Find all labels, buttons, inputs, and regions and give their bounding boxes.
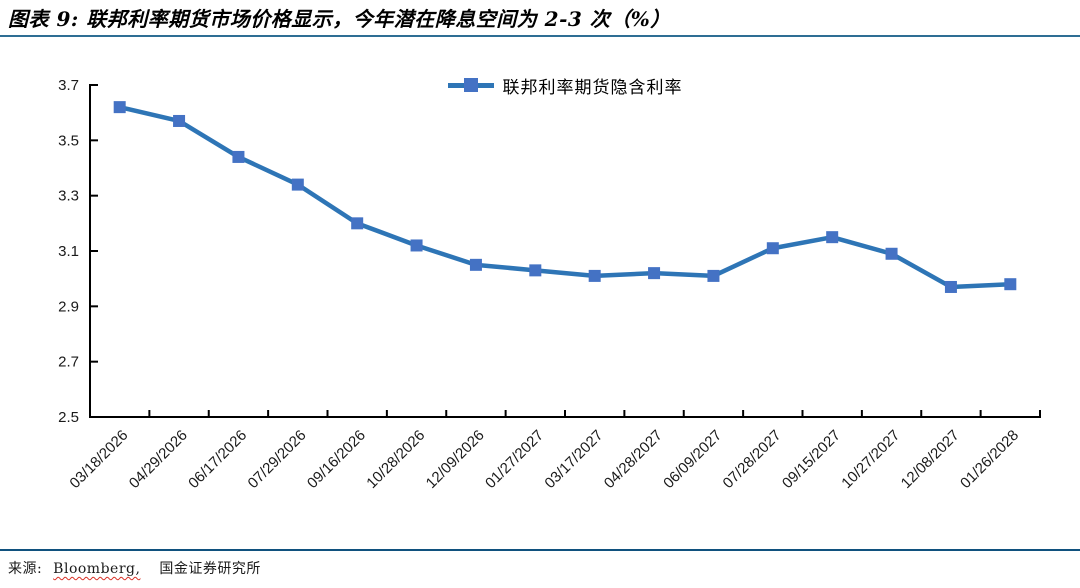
source-vendor: Bloomberg, — [53, 561, 141, 577]
data-point-marker — [1004, 278, 1017, 291]
chart-area: 2.5 2.7 2.9 3.1 3.3 3.5 3.7 03/18/2026 04/29/202… — [0, 60, 1080, 530]
data-point-marker — [588, 269, 601, 282]
data-point-marker — [826, 231, 839, 244]
source-institute: 国金证券研究所 — [159, 561, 261, 577]
y-axis-label: 3.7 — [58, 77, 79, 94]
source-prefix: 来源: — [8, 561, 43, 577]
y-axis-label: 2.7 — [58, 354, 79, 371]
legend-line-marker-icon — [447, 77, 494, 92]
data-point-marker — [648, 267, 661, 280]
title-divider — [0, 35, 1080, 37]
data-point-marker — [113, 101, 126, 114]
y-axis-label: 3.5 — [58, 132, 79, 149]
y-axis-label: 3.1 — [58, 243, 79, 260]
figure-title: 图表 9: 联邦利率期货市场价格显示，今年潜在降息空间为 2-3 次（%） — [8, 7, 671, 31]
x-axis-label: 06/17/2026 — [185, 427, 250, 492]
y-axis-label: 2.9 — [58, 298, 79, 315]
data-point-marker — [410, 239, 423, 252]
footer-divider — [0, 549, 1080, 551]
y-axis-label: 3.3 — [58, 188, 79, 205]
data-point-marker — [351, 217, 364, 230]
data-point-marker — [529, 264, 542, 277]
chart-legend: 联邦利率期货隐含利率 — [90, 72, 1040, 98]
data-point-marker — [232, 150, 245, 163]
x-axis-label: 10/28/2026 — [363, 427, 428, 492]
x-axis-label: 03/17/2027 — [541, 427, 606, 492]
x-axis-label: 09/16/2026 — [304, 427, 369, 492]
x-axis-label: 07/29/2026 — [245, 427, 310, 492]
data-point-marker — [469, 258, 482, 271]
x-axis-label: 03/18/2026 — [66, 427, 131, 492]
x-axis-label: 04/29/2026 — [126, 427, 191, 492]
x-axis-label: 01/27/2027 — [482, 427, 547, 492]
x-axis-label: 06/09/2027 — [660, 427, 725, 492]
line-chart-canvas: 2.5 2.7 2.9 3.1 3.3 3.5 3.7 03/18/202604/29/202… — [58, 77, 1041, 492]
data-point-marker — [885, 247, 898, 260]
data-point-marker — [944, 280, 957, 293]
data-point-marker — [173, 114, 186, 127]
data-point-marker — [707, 269, 720, 282]
data-point-marker — [766, 242, 779, 255]
y-axis-label: 2.5 — [58, 409, 79, 426]
x-axis-label: 12/08/2027 — [898, 427, 963, 492]
x-axis-label: 10/27/2027 — [838, 427, 903, 492]
x-axis-label: 01/26/2028 — [957, 427, 1022, 492]
x-axis-label: 09/15/2027 — [779, 427, 844, 492]
series-line — [117, 104, 1013, 290]
data-point-marker — [291, 178, 304, 191]
x-axis-label: 04/28/2027 — [601, 427, 666, 492]
x-axis-label: 12/09/2026 — [423, 427, 488, 492]
x-axis-label: 07/28/2027 — [720, 427, 785, 492]
legend-label: 联邦利率期货隐含利率 — [502, 77, 683, 98]
source-note: 来源: Bloomberg, 国金证券研究所 — [8, 558, 261, 578]
legend-square-marker-icon — [463, 77, 478, 92]
